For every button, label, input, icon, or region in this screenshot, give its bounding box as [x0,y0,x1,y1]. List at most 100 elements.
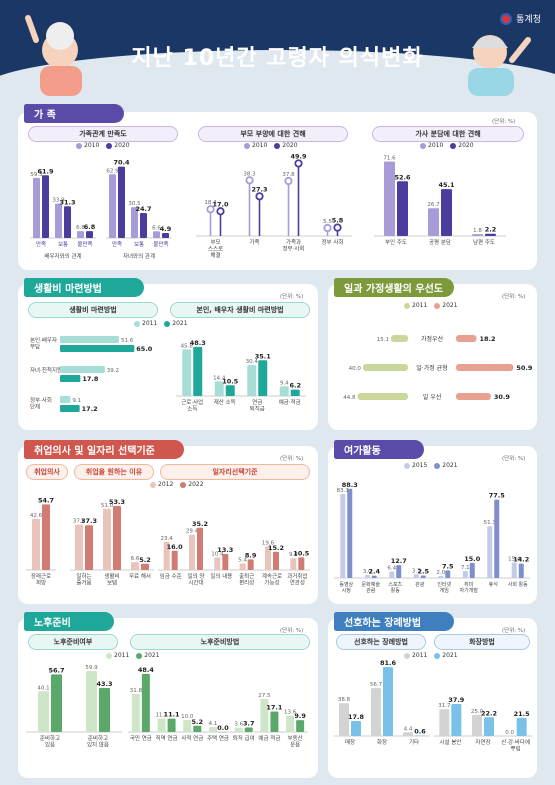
funeral-a-category: 화장 [377,739,387,746]
family-care-category: 부모 [210,239,220,246]
retire-b-category: 주택 연금 [207,734,229,742]
living-a-pill: 생활비 마련방법 [28,302,158,318]
funeral-a-bar [339,703,349,736]
leisure-bar [413,574,419,578]
family-unit: (단위: %) [492,119,516,125]
job-crit-category: 편리성 [239,579,254,587]
family-sat-bar [140,212,147,238]
funeral-a-bar [351,720,361,736]
job-reason-value: 37.3 [81,517,97,525]
leisure-category: 게임 [440,587,449,594]
living-a-bar [60,336,119,343]
leisure-value: 2.0 [436,570,445,576]
retire-b-value: 17.1 [266,703,283,711]
family-chores-value: 45.1 [438,181,455,189]
worklife-legend: 2011 2021 [404,302,458,309]
family-sat-value: 62.9 [106,168,119,174]
family-sat-category: 불만족 [77,240,92,248]
leisure-value: 6.4 [387,566,396,572]
living-legend: 2011 2021 [134,320,188,327]
leisure-bar [462,570,468,578]
job-crit-value: 5.4 [238,558,247,564]
leisure-category: 스포츠 [388,582,402,588]
leisure-bar [420,575,426,578]
funeral-a-value: 4.4 [404,726,413,732]
family-sat-value: 31.3 [59,198,75,206]
family-sat-value: 24.7 [135,205,151,213]
living-b-bar [214,381,224,396]
family-care-value: 5.8 [332,217,344,225]
funeral-b-value: 25.0 [471,709,484,715]
leisure-value: 83.1 [337,488,349,494]
leisure-category: 휴식 [489,581,498,588]
family-chores-value: 1.8 [473,228,482,234]
family-sat-bar [77,231,84,238]
job-crit-bar [239,563,246,570]
job-reason-bar [141,563,149,570]
retire-a-bar [99,688,110,732]
living-a-value: 17.2 [82,405,98,413]
family-care-dot [333,223,342,232]
job-crit-category: 시간대 [188,579,203,587]
job-reason-category: 무료 해서 [129,572,151,580]
leisure-bar [511,562,517,578]
job-crit-category: 연관성 [290,579,305,587]
leisure-category: 문화예술 [362,581,381,588]
funeral-legend: 2011 2021 [404,652,458,659]
leisure-category: 자기개발 [460,587,479,594]
retire-a-value: 56.7 [48,666,64,674]
job-crit-value: 13.3 [217,546,233,554]
family-care-category: 가족 [249,238,259,246]
leisure-bar [396,565,402,578]
family-chores-bar [485,233,496,236]
legend-2021: 2021 [164,320,188,327]
job-crit-bar [171,550,178,570]
job-crit-category: 과거취업 [287,572,307,580]
funeral-a-bar [383,667,393,736]
job-crit-value: 8.9 [245,551,257,559]
living-a-value: 65.0 [136,345,153,353]
family-chores-pill: 가사 분담에 대한 견해 [372,126,524,142]
leisure-card [328,446,537,604]
worklife-value-2021: 50.9 [516,364,533,372]
living-a-value: 39.2 [107,368,119,374]
worklife-bar-2021 [456,335,477,342]
job-reason-value: 6.6 [131,556,140,562]
leisure-bar [445,570,451,578]
family-sat-value: 6.8 [84,223,96,231]
family-care-value: 18.4 [204,200,217,206]
legend-2010: 2010 [76,142,99,149]
family-sat-bar [131,207,138,238]
funeral-b-value: 0.0 [505,730,514,736]
family-sat-value: 4.9 [160,225,172,233]
job-crit-bar [290,558,297,570]
retire-b-bar [193,725,202,732]
family-chores-bar [428,208,439,236]
living-a-value: 17.8 [82,375,99,383]
job-crit-category: 일의 양 [188,572,205,580]
family-care-category: 정부 사회 [322,238,344,246]
legend-2012: 2012 [150,481,173,488]
living-b-value: 6.2 [289,382,301,390]
living-a-category: 부담 [30,344,40,351]
job-will-pill: 취업의사 [26,464,68,480]
retire-a-value: 59.9 [85,665,98,671]
leisure-value: 2.5 [417,567,429,575]
living-b-value: 30.4 [246,359,259,365]
leisure-value: 7.5 [442,562,454,570]
job-legend: 2012 2022 [150,481,204,488]
job-crit-bar [189,534,195,570]
family-title: 가 족 [24,104,124,123]
retire-b-value: 11.1 [164,711,181,719]
logo-icon [500,12,513,25]
job-reason-category: 일하는 [76,572,91,580]
retire-b-bar [234,727,243,732]
worklife-category: 일·가정 균형 [416,364,447,372]
family-chores-value: 52.6 [394,173,411,181]
funeral-b-category: 자연장 [475,738,490,746]
leisure-unit: (단위: %) [502,456,526,462]
family-sat-bar [55,203,62,238]
funeral-a-bar [371,688,381,736]
legend-2021: 2021 [434,462,458,469]
